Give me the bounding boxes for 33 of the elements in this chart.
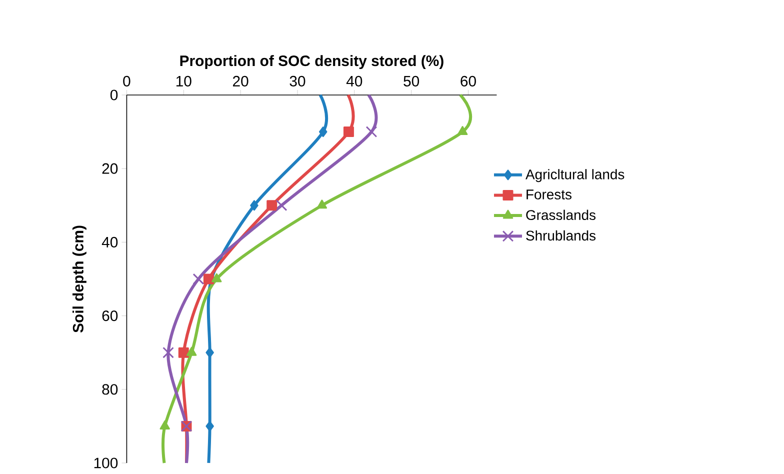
x-tick-label: 10 xyxy=(176,76,192,86)
point xyxy=(186,346,197,356)
y-tick-label: 100 xyxy=(94,458,118,468)
legend-label: Grasslands xyxy=(526,210,596,220)
x-tick-label: 0 xyxy=(123,76,130,86)
y-tick-label: 0 xyxy=(110,90,118,100)
point xyxy=(316,200,328,209)
y-tick-label: 60 xyxy=(102,310,118,322)
point xyxy=(250,200,258,211)
point xyxy=(178,347,189,358)
x-tick-label: 20 xyxy=(232,76,248,86)
point xyxy=(206,420,214,432)
x-tick-label: 30 xyxy=(290,76,306,86)
point xyxy=(212,273,222,282)
legend-label: Agricltural lands xyxy=(526,169,624,182)
y-tick-label: 20 xyxy=(102,163,118,174)
y-tick-label: 80 xyxy=(102,384,118,395)
point xyxy=(160,420,170,430)
point xyxy=(203,274,214,284)
legend-label: Forests xyxy=(526,190,572,200)
point xyxy=(266,200,278,211)
y-axis-title: Soil depth (cm) xyxy=(72,226,86,333)
x-tick-label: 60 xyxy=(460,76,476,86)
point xyxy=(206,347,214,358)
point xyxy=(457,126,468,136)
x-tick-label: 40 xyxy=(346,76,362,86)
point xyxy=(318,126,328,138)
x-tick-label: 50 xyxy=(404,76,420,86)
y-tick-label: 40 xyxy=(102,236,118,248)
x-axis-title: Proportion of SOC density stored (%) xyxy=(180,55,444,70)
point xyxy=(162,346,174,358)
point xyxy=(343,126,354,138)
legend-label: Shrublands xyxy=(526,230,596,241)
